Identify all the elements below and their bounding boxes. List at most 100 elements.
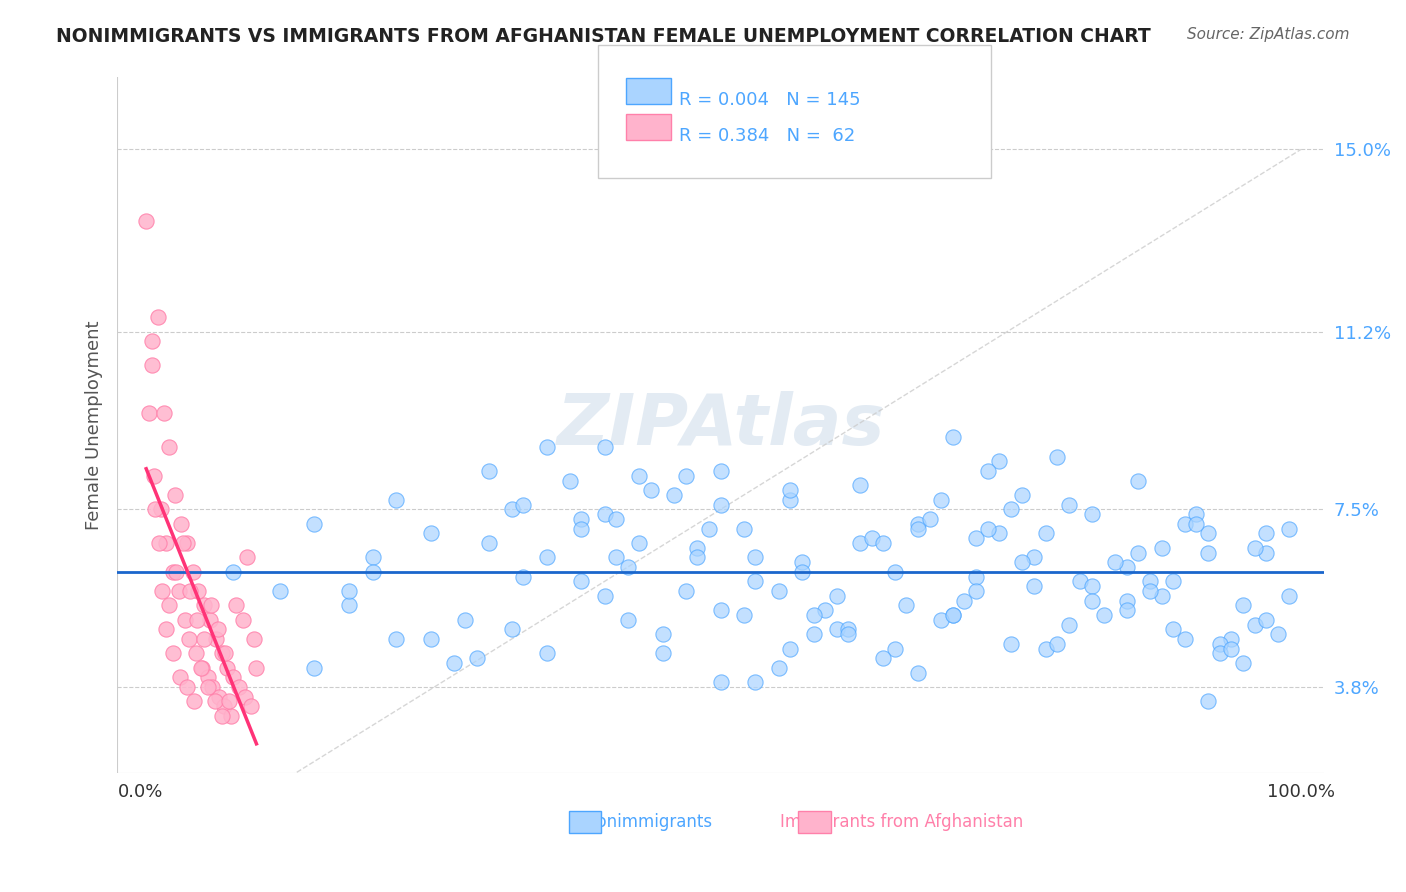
Text: R = 0.004   N = 145: R = 0.004 N = 145 xyxy=(679,91,860,109)
Point xyxy=(988,526,1011,541)
Point xyxy=(988,454,1011,468)
Point xyxy=(1220,632,1243,646)
Point xyxy=(157,599,180,613)
Point xyxy=(198,613,221,627)
Point xyxy=(204,694,226,708)
Point xyxy=(965,531,987,545)
Point xyxy=(218,694,240,708)
Point xyxy=(212,699,235,714)
Point xyxy=(143,468,166,483)
Point xyxy=(1161,623,1184,637)
Point xyxy=(236,550,259,565)
Point xyxy=(1150,589,1173,603)
Point xyxy=(1256,613,1278,627)
Point xyxy=(907,665,929,680)
Point xyxy=(883,641,905,656)
Point xyxy=(1197,545,1219,559)
Point xyxy=(165,565,187,579)
Point xyxy=(790,565,813,579)
Point xyxy=(896,599,918,613)
Point xyxy=(1128,545,1150,559)
Point xyxy=(157,440,180,454)
Point xyxy=(165,488,187,502)
Point xyxy=(179,584,201,599)
Point xyxy=(269,584,291,599)
Point xyxy=(219,708,242,723)
Point xyxy=(233,690,256,704)
Point xyxy=(1046,637,1069,651)
Point xyxy=(536,440,558,454)
Point xyxy=(1057,617,1080,632)
Point xyxy=(152,584,174,599)
Point xyxy=(155,623,177,637)
Point xyxy=(883,565,905,579)
Text: R = 0.384   N =  62: R = 0.384 N = 62 xyxy=(679,127,855,145)
Point xyxy=(512,569,534,583)
Point xyxy=(183,694,205,708)
Point xyxy=(512,498,534,512)
Point xyxy=(675,584,697,599)
Point xyxy=(1000,637,1022,651)
Point xyxy=(187,584,209,599)
Point xyxy=(1232,599,1254,613)
Point xyxy=(1046,450,1069,464)
Point xyxy=(1174,516,1197,531)
Point xyxy=(191,661,214,675)
Point xyxy=(605,512,627,526)
Point xyxy=(1185,507,1208,521)
Point xyxy=(197,670,219,684)
Point xyxy=(148,536,170,550)
Point xyxy=(193,632,215,646)
Point xyxy=(976,522,998,536)
Point xyxy=(1035,641,1057,656)
Point xyxy=(1232,656,1254,670)
Point xyxy=(929,613,952,627)
Point xyxy=(803,607,825,622)
Point xyxy=(1081,593,1104,607)
Point xyxy=(1092,607,1115,622)
Point xyxy=(697,522,720,536)
Point xyxy=(733,522,755,536)
Point xyxy=(1267,627,1289,641)
Point xyxy=(1243,541,1265,555)
Point xyxy=(201,680,224,694)
Point xyxy=(1174,632,1197,646)
Point xyxy=(849,536,872,550)
Point xyxy=(1197,694,1219,708)
Point xyxy=(1256,545,1278,559)
Point xyxy=(918,512,941,526)
Point xyxy=(152,406,174,420)
Point xyxy=(1197,526,1219,541)
Point xyxy=(929,492,952,507)
Point xyxy=(135,214,157,228)
Point xyxy=(965,569,987,583)
Point xyxy=(1022,579,1045,593)
Point xyxy=(176,536,198,550)
Point xyxy=(907,522,929,536)
Point xyxy=(1000,502,1022,516)
Point xyxy=(664,488,686,502)
Point xyxy=(768,661,790,675)
Point xyxy=(825,623,848,637)
Point xyxy=(208,690,231,704)
Point xyxy=(965,584,987,599)
Point xyxy=(571,574,593,589)
Point xyxy=(1115,603,1137,617)
Point xyxy=(860,531,883,545)
Point xyxy=(304,661,326,675)
Point xyxy=(211,646,233,660)
Point xyxy=(162,646,184,660)
Point xyxy=(1208,637,1230,651)
Point xyxy=(1139,574,1161,589)
Point xyxy=(536,646,558,660)
Point xyxy=(1139,584,1161,599)
Point xyxy=(942,430,965,444)
Point xyxy=(184,646,207,660)
Point xyxy=(179,632,201,646)
Point xyxy=(141,359,163,373)
Point xyxy=(814,603,837,617)
Point xyxy=(211,708,233,723)
Point xyxy=(1011,488,1033,502)
Point xyxy=(162,565,184,579)
Point xyxy=(790,555,813,569)
